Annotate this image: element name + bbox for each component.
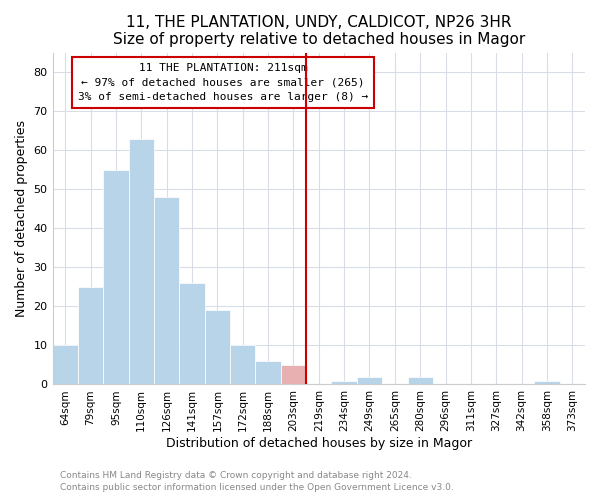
Bar [357,376,382,384]
X-axis label: Distribution of detached houses by size in Magor: Distribution of detached houses by size … [166,437,472,450]
Bar [103,170,128,384]
Y-axis label: Number of detached properties: Number of detached properties [15,120,28,317]
Title: 11, THE PLANTATION, UNDY, CALDICOT, NP26 3HR
Size of property relative to detach: 11, THE PLANTATION, UNDY, CALDICOT, NP26… [113,15,525,48]
Bar [154,197,179,384]
Bar [256,361,281,384]
Bar [331,380,357,384]
Bar [78,287,103,384]
Bar [407,376,433,384]
Bar [179,283,205,384]
Bar [205,310,230,384]
Bar [230,346,256,385]
Bar [534,380,560,384]
Text: Contains HM Land Registry data © Crown copyright and database right 2024.
Contai: Contains HM Land Registry data © Crown c… [60,471,454,492]
Bar [53,346,78,385]
Bar [281,365,306,384]
Text: 11 THE PLANTATION: 211sqm
← 97% of detached houses are smaller (265)
3% of semi-: 11 THE PLANTATION: 211sqm ← 97% of detac… [78,62,368,102]
Bar [128,138,154,384]
